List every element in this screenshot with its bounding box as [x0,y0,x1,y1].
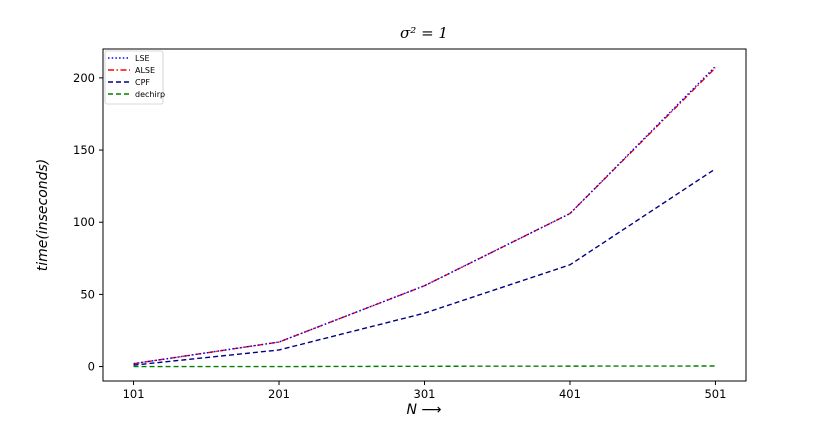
x-tick-label: 501 [704,387,726,401]
series-line-dechirp [133,365,716,368]
y-tick-label: 200 [73,71,95,85]
series-lines [133,65,716,368]
x-tick-label: 101 [123,387,145,401]
x-tick-label: 301 [414,387,436,401]
y-tick-label: 0 [88,360,95,374]
x-tick-label: 401 [559,387,581,401]
legend-label-alse: ALSE [135,66,155,75]
plot-frame [102,48,747,382]
legend-box [104,50,164,105]
legend-label-lse: LSE [135,54,150,63]
series-line-lse [133,65,716,365]
x-tick-label: 201 [268,387,290,401]
series-line-alse [133,67,716,365]
y-tick-label: 50 [80,287,95,301]
x-axis-label: N ⟶ [407,402,442,418]
legend-label-dechirp: dechirp [135,90,165,99]
legend-label-cpf: CPF [135,78,150,87]
series-line-cpf [133,168,716,366]
chart-title: σ² = 1 [400,24,448,42]
y-tick-label: 100 [73,215,95,229]
y-axis-label: time(inseconds) [35,159,51,272]
x-axis: 101 201 301 401 501 [123,381,726,401]
legend: LSE ALSE CPF dechirp [104,50,165,105]
y-tick-label: 150 [73,143,95,157]
y-axis: 0 50 100 150 200 [73,71,103,374]
